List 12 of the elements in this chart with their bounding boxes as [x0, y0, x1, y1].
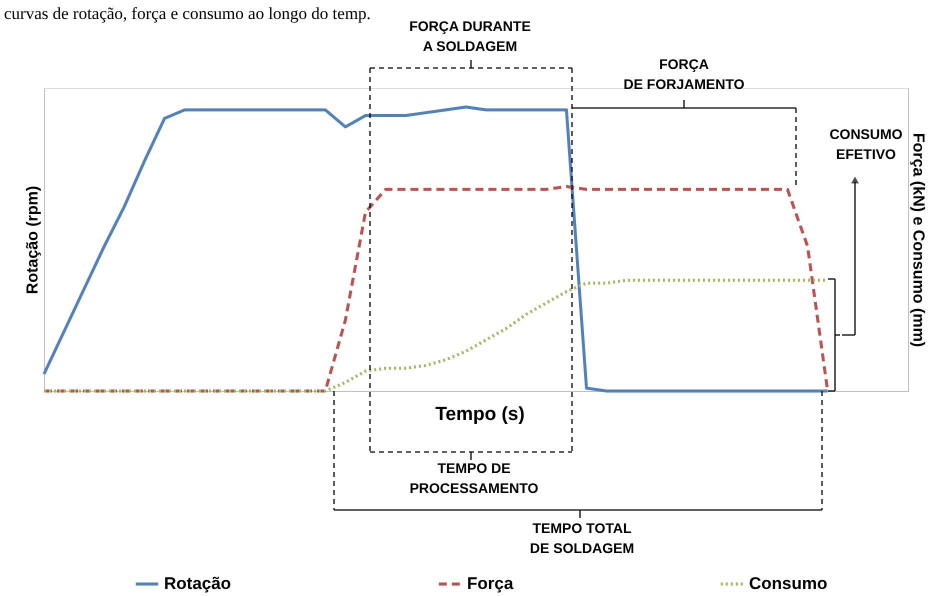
y-axis-title: Rotação (rpm) [24, 186, 42, 294]
text: TEMPO DE PROCESSAMENTO [410, 460, 539, 496]
text: curvas de rotação, força e consumo ao longo do temp. [4, 4, 371, 23]
text: TEMPO TOTAL DE SOLDAGEM [530, 520, 634, 556]
y2-axis-title: Força (kN) e Consumo (mm) [910, 132, 926, 348]
annotation: CONSUMO EFETIVO [829, 126, 903, 162]
text: FORÇA DE FORJAMENTO [623, 56, 745, 92]
text: FORÇA DURANTE A SOLDAGEM [409, 18, 531, 54]
legend-label: Força [467, 574, 514, 593]
legend-label: Rotação [164, 574, 232, 593]
legend-label: Consumo [749, 574, 828, 593]
x-axis-title: Tempo (s) [435, 404, 525, 425]
